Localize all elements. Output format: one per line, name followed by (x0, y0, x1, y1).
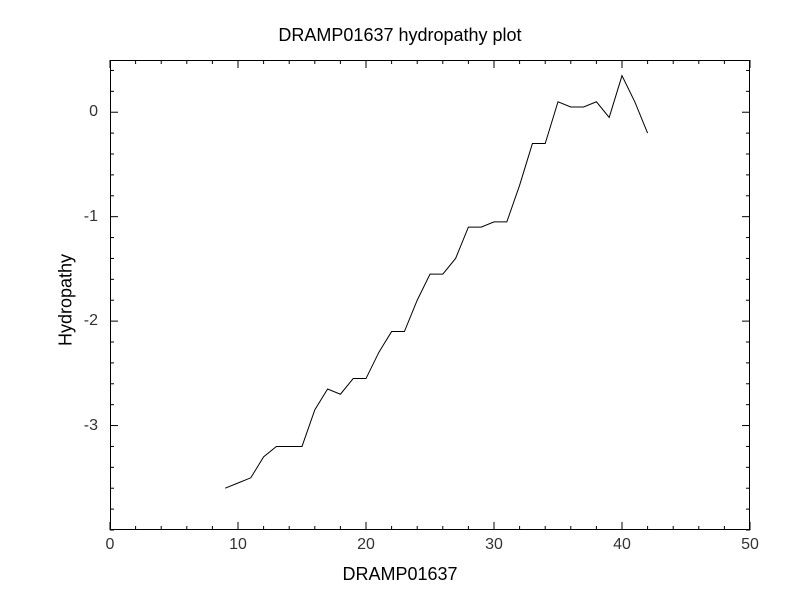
x-tick-label: 20 (357, 536, 375, 554)
x-tick-label: 0 (106, 536, 115, 554)
y-tick-label: -1 (84, 208, 98, 226)
plot-area: 01020304050-3-2-10 (110, 60, 750, 530)
y-tick-label: 0 (89, 103, 98, 121)
chart-container: DRAMP01637 hydropathy plot Hydropathy DR… (0, 0, 800, 600)
y-tick-label: -2 (84, 312, 98, 330)
x-axis-label: DRAMP01637 (0, 564, 800, 585)
y-tick-label: -3 (84, 417, 98, 435)
x-tick-label: 10 (229, 536, 247, 554)
hydropathy-line (225, 76, 647, 489)
y-axis-label: Hydropathy (56, 254, 77, 346)
plot-svg (110, 60, 750, 530)
x-tick-label: 30 (485, 536, 503, 554)
x-tick-label: 40 (613, 536, 631, 554)
chart-title: DRAMP01637 hydropathy plot (0, 25, 800, 46)
x-tick-label: 50 (741, 536, 759, 554)
